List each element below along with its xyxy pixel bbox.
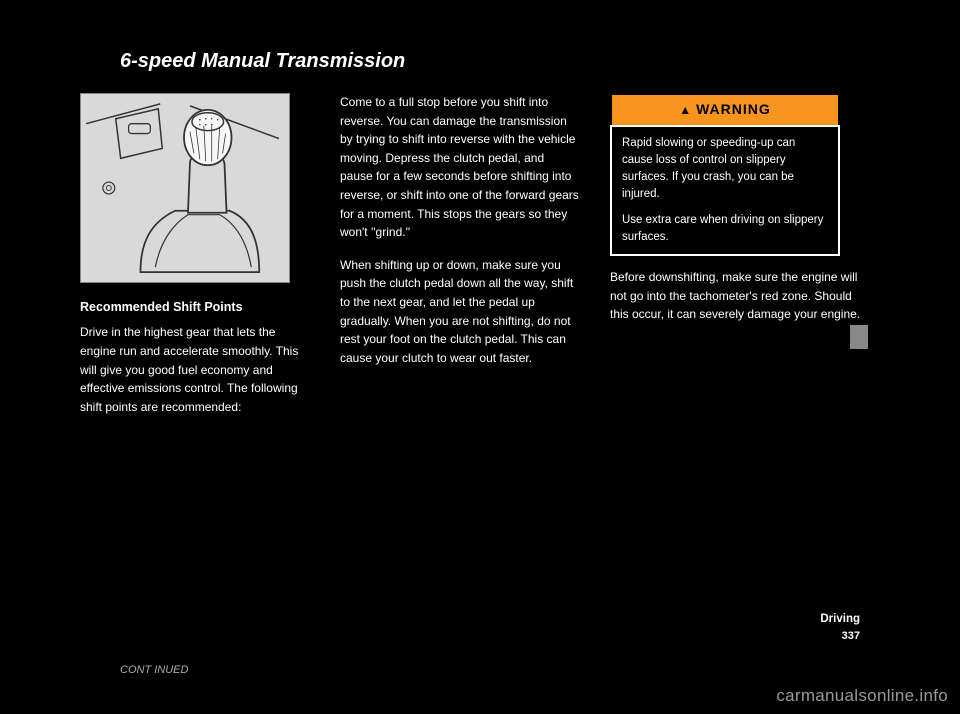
column-2: Come to a full stop before you shift int… [340, 93, 580, 430]
warning-body: Rapid slowing or speeding-up can cause l… [610, 125, 840, 257]
content-columns: Recommended Shift Points Drive in the hi… [80, 93, 880, 430]
warning-triangle-icon: ▲ [679, 104, 692, 116]
warning-para-1: Rapid slowing or speeding-up can cause l… [622, 135, 828, 204]
continued-label: CONT INUED [120, 664, 188, 676]
section-tab [850, 325, 868, 349]
shift-lever-illustration [80, 93, 290, 283]
warning-header: ▲ WARNING [610, 93, 840, 125]
footer-section: Driving [820, 611, 860, 627]
footer-page-number: 337 [820, 629, 860, 644]
warning-label: WARNING [696, 99, 771, 121]
col2-para-2: When shifting up or down, make sure you … [340, 256, 580, 368]
column-3: ▲ WARNING Rapid slowing or speeding-up c… [610, 93, 870, 430]
col1-para-1: Drive in the highest gear that lets the … [80, 323, 310, 416]
col3-para-1: Before downshifting, make sure the engin… [610, 268, 870, 324]
col1-subhead: Recommended Shift Points [80, 298, 310, 317]
col2-para-1: Come to a full stop before you shift int… [340, 93, 580, 242]
manual-page: 6-speed Manual Transmission [0, 0, 960, 714]
column-1: Recommended Shift Points Drive in the hi… [80, 93, 310, 430]
watermark: carmanualsonline.info [776, 686, 948, 706]
warning-box: ▲ WARNING Rapid slowing or speeding-up c… [610, 93, 840, 256]
page-footer: Driving 337 [820, 611, 860, 644]
warning-para-2: Use extra care when driving on slippery … [622, 212, 828, 247]
page-title: 6-speed Manual Transmission [80, 50, 880, 73]
